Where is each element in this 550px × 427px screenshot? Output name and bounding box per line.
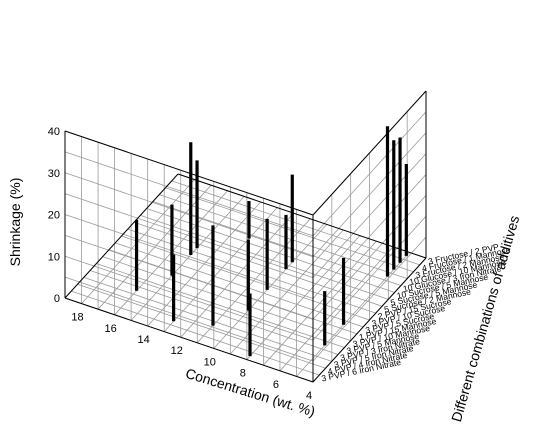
grid-line [83, 276, 332, 362]
x-tick-label: 12 [171, 345, 183, 357]
grid-line [159, 194, 408, 280]
frame-edge [64, 297, 314, 383]
x-axis-title: Concentration (wt. %) [184, 365, 317, 420]
grid-line [96, 263, 345, 348]
grid-line [71, 290, 320, 376]
frame-edge [312, 257, 427, 383]
chart-bars [134, 126, 408, 357]
x-tick-label: 10 [204, 356, 216, 368]
frame-edge [64, 130, 314, 216]
grid-line [133, 221, 383, 307]
grid-line [64, 276, 314, 362]
chart-frame [64, 90, 427, 383]
grid-line [127, 228, 376, 314]
grid-line [64, 193, 314, 279]
x-tick-label: 18 [71, 312, 83, 324]
grid-line [171, 180, 420, 266]
grid-line [64, 234, 314, 320]
grid-line [121, 235, 370, 321]
tick-labels: 0 10 20 30 40 18 16 14 12 10 8 6 4 [48, 126, 312, 402]
z-tick-label: 30 [48, 168, 60, 180]
grid-line [152, 201, 402, 286]
grid-line [146, 208, 395, 293]
z-tick-label: 0 [54, 293, 60, 305]
grid-line [102, 256, 351, 342]
grid-line [165, 187, 414, 273]
grid-line [115, 242, 364, 328]
grid-line [64, 151, 314, 237]
grid-line [77, 283, 326, 369]
frame-edge [177, 173, 427, 259]
x-tick-label: 8 [240, 368, 246, 380]
x-tick-label: 14 [138, 334, 150, 346]
z-axis-title: Shrinkage (%) [7, 178, 23, 267]
grid-line [140, 214, 389, 300]
grid-line [108, 249, 358, 335]
frame-edge [64, 173, 179, 299]
z-tick-label: 40 [48, 126, 60, 138]
z-tick-label: 10 [48, 251, 60, 263]
z-tick-label: 20 [48, 210, 60, 222]
frame-edge [312, 90, 427, 216]
x-tick-label: 6 [273, 379, 279, 391]
x-tick-label: 4 [306, 390, 312, 402]
x-tick-label: 16 [104, 323, 116, 335]
grid-line [64, 255, 314, 341]
grid-line [64, 172, 314, 258]
